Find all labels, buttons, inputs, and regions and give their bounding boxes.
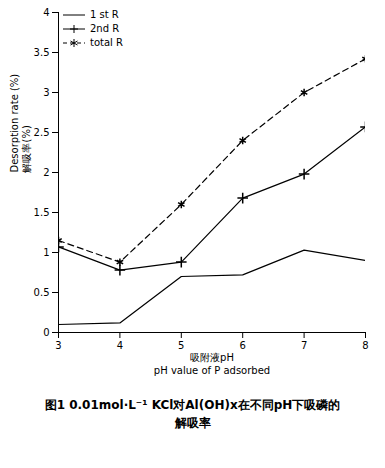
svg-text:7: 7 (301, 340, 307, 351)
svg-text:0.5: 0.5 (34, 287, 50, 298)
svg-text:Desorption rate (%): Desorption rate (%) (9, 74, 20, 173)
svg-text:8: 8 (362, 340, 368, 351)
html-text:1 st R: 1 st R (90, 9, 119, 20)
svg-text:3: 3 (43, 87, 49, 98)
svg-text:pH value of P adsorbed: pH value of P adsorbed (154, 365, 270, 376)
svg-text:解吸率(%): 解吸率(%) (21, 125, 32, 172)
svg-text:2: 2 (43, 167, 49, 178)
svg-text:1.5: 1.5 (34, 207, 50, 218)
svg-text:5: 5 (178, 340, 184, 351)
svg-text:0: 0 (43, 327, 49, 338)
svg-text:3: 3 (55, 340, 61, 351)
svg-text:4: 4 (117, 340, 123, 351)
svg-text:吸附液pH: 吸附液pH (190, 352, 234, 363)
html-text:图1 0.01mol·L⁻¹ KCl对Al(OH)x在不同p: 图1 0.01mol·L⁻¹ KCl对Al(OH)x在不同pH下吸磷的解吸率 (44, 398, 341, 430)
html-text:2nd R: 2nd R (90, 23, 120, 34)
svg-text:4: 4 (43, 7, 49, 18)
html-text:total R: total R (90, 37, 123, 48)
svg-text:2.5: 2.5 (34, 127, 50, 138)
svg-text:6: 6 (240, 340, 246, 351)
svg-text:1: 1 (43, 247, 49, 258)
svg-text:3.5: 3.5 (34, 47, 50, 58)
